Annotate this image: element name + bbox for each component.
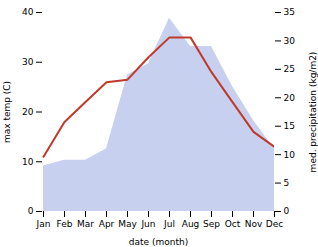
svg-text:40: 40 bbox=[22, 7, 34, 17]
svg-text:Jan: Jan bbox=[36, 219, 51, 229]
svg-text:5: 5 bbox=[284, 178, 290, 188]
svg-text:Jul: Jul bbox=[163, 219, 175, 229]
svg-text:Dec: Dec bbox=[266, 219, 283, 229]
svg-text:May: May bbox=[118, 219, 137, 229]
svg-text:30: 30 bbox=[22, 57, 34, 67]
svg-text:Jun: Jun bbox=[140, 219, 155, 229]
svg-text:0: 0 bbox=[284, 206, 290, 216]
svg-text:10: 10 bbox=[22, 157, 34, 167]
svg-text:30: 30 bbox=[284, 36, 296, 46]
svg-text:10: 10 bbox=[284, 150, 296, 160]
svg-text:25: 25 bbox=[284, 64, 295, 74]
svg-text:date (month): date (month) bbox=[129, 237, 188, 247]
svg-text:Aug: Aug bbox=[182, 219, 200, 229]
svg-text:Mar: Mar bbox=[77, 219, 94, 229]
svg-text:Apr: Apr bbox=[99, 219, 115, 229]
svg-text:20: 20 bbox=[284, 93, 296, 103]
svg-text:max temp (C): max temp (C) bbox=[2, 81, 12, 143]
svg-text:15: 15 bbox=[284, 121, 295, 131]
svg-text:20: 20 bbox=[22, 107, 34, 117]
svg-text:Nov: Nov bbox=[245, 219, 263, 229]
svg-text:0: 0 bbox=[28, 206, 34, 216]
svg-text:Oct: Oct bbox=[225, 219, 241, 229]
svg-text:35: 35 bbox=[284, 7, 295, 17]
svg-text:med. precipitation (kg/m2): med. precipitation (kg/m2) bbox=[308, 52, 318, 173]
svg-text:Sep: Sep bbox=[203, 219, 220, 229]
svg-text:Feb: Feb bbox=[57, 219, 73, 229]
